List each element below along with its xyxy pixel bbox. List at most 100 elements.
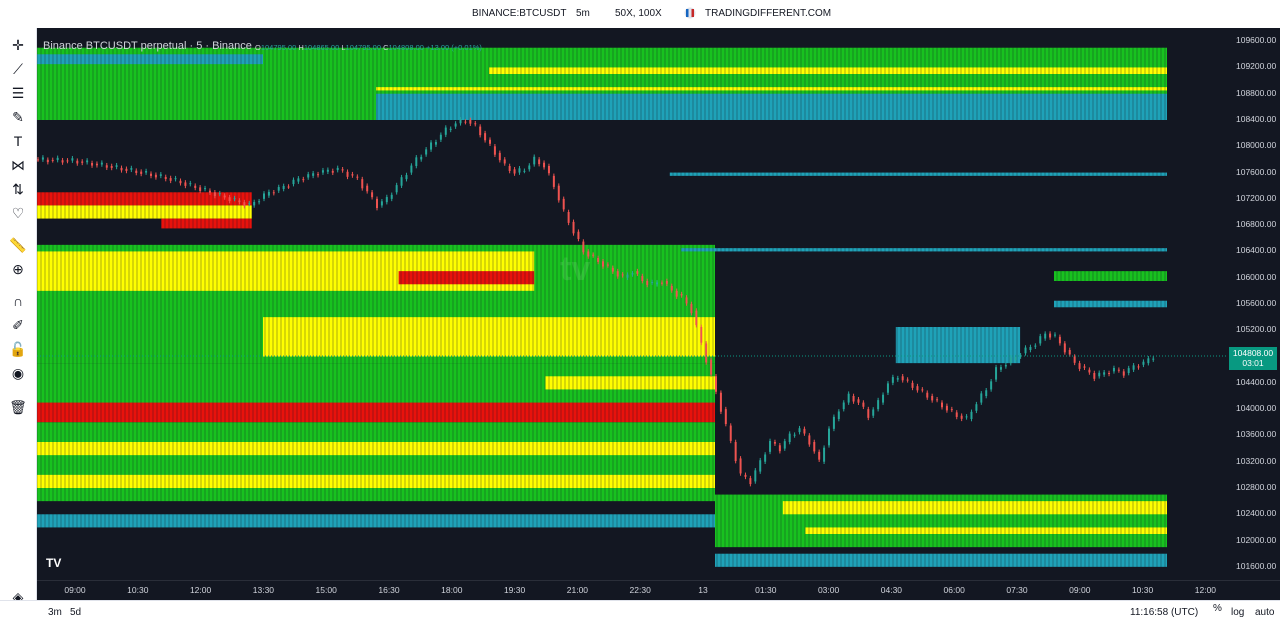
candle-body: [140, 171, 143, 174]
heatmap-column-grid: [37, 28, 1166, 580]
candle-body: [547, 166, 550, 174]
text-tool-icon[interactable]: T: [13, 133, 23, 149]
candle-body: [675, 290, 678, 297]
candle-body: [194, 185, 197, 188]
interval-label[interactable]: 5m: [576, 8, 590, 19]
candle-body: [71, 158, 74, 161]
crosshair-icon[interactable]: ✛: [12, 37, 24, 53]
candle-body: [602, 261, 604, 267]
tradingview-logo[interactable]: TV: [46, 556, 62, 570]
candle-body: [503, 159, 506, 164]
trend-line-icon[interactable]: ⟋: [13, 61, 23, 77]
brand-label[interactable]: TRADINGDIFFERENT.COM: [705, 8, 832, 19]
time-tick: 19:30: [503, 585, 526, 595]
candle-body: [263, 193, 265, 199]
layers-icon[interactable]: ◈: [12, 589, 24, 605]
candle-body: [380, 201, 383, 206]
magnet-icon[interactable]: ∩: [12, 293, 24, 309]
candle-body: [1014, 357, 1017, 360]
candle-body: [931, 396, 934, 401]
eye-icon[interactable]: ◉: [11, 365, 25, 381]
log-toggle[interactable]: log: [1231, 607, 1245, 618]
range-3m-button[interactable]: 3m: [48, 607, 62, 618]
candle-body: [572, 221, 575, 234]
candle-body: [690, 304, 693, 314]
candle-body: [469, 120, 472, 124]
candle-body: [484, 133, 487, 141]
heatmap-band: [681, 248, 1167, 252]
heatmap-band: [37, 514, 738, 528]
heatmap-band: [398, 271, 535, 285]
candle-body: [719, 392, 722, 412]
heatmap-band: [1054, 300, 1167, 308]
candle-body: [366, 185, 369, 192]
candle-body: [764, 454, 767, 462]
time-tick: 06:00: [943, 585, 965, 595]
candle-body: [538, 159, 541, 165]
candle-body: [999, 367, 1002, 370]
brush-icon[interactable]: ✎: [12, 109, 24, 125]
candle-body: [258, 201, 261, 203]
pattern-icon[interactable]: ⋈: [11, 157, 25, 173]
trash-icon[interactable]: 🗑: [9, 399, 27, 415]
candle-body: [626, 274, 629, 278]
zoom-in-icon[interactable]: ⊕: [12, 261, 24, 277]
ruler-icon[interactable]: 📏: [9, 237, 27, 253]
candle-body: [238, 200, 241, 203]
candle-body: [616, 271, 619, 277]
candle-body: [125, 168, 128, 171]
utc-clock[interactable]: 11:16:58 (UTC): [1130, 607, 1199, 618]
candle-body: [832, 416, 835, 429]
heatmap-chart[interactable]: [37, 28, 1228, 580]
candle-body: [390, 194, 393, 199]
horizontal-lines-icon[interactable]: ☰: [11, 85, 25, 101]
candle-body: [1147, 358, 1150, 364]
candle-body: [1034, 345, 1037, 347]
percent-toggle[interactable]: %: [1213, 603, 1222, 614]
auto-toggle[interactable]: auto: [1255, 607, 1275, 618]
candle-body: [356, 176, 359, 178]
price-axis[interactable]: 109600.00 109200.00 108800.00 108400.00 1080…: [1228, 28, 1280, 580]
price-tick: 101600.00: [1236, 560, 1277, 571]
candle-body: [459, 119, 462, 124]
range-5d-button[interactable]: 5d: [70, 607, 82, 618]
candle-body: [454, 123, 457, 127]
time-tick: 15:00: [315, 585, 337, 595]
prediction-icon[interactable]: ⇅: [12, 181, 24, 197]
candle-body: [508, 166, 511, 171]
candle-body: [818, 451, 821, 460]
candle-body: [1058, 336, 1061, 344]
candle-body: [715, 376, 717, 392]
candle-body: [400, 177, 403, 186]
time-tick: 01:30: [755, 585, 777, 595]
candle-body: [493, 146, 496, 155]
candle-body: [759, 460, 762, 472]
candle-body: [852, 396, 855, 402]
price-tick: 105600.00: [1236, 298, 1277, 308]
heart-icon[interactable]: ♡: [11, 205, 25, 221]
current-price-label: 104808.00 03:01: [1229, 347, 1277, 370]
candle-body: [606, 264, 609, 266]
candle-body: [651, 282, 654, 284]
candle-body: [813, 442, 816, 452]
candle-body: [376, 198, 378, 209]
heatmap-band: [376, 87, 1167, 91]
candle-body: [46, 159, 49, 163]
symbol-label[interactable]: BINANCE:BTCUSDT: [472, 8, 567, 19]
time-axis[interactable]: 09:00 10:30 12:00 13:30 15:00 16:30 18:00 19:30…: [37, 580, 1280, 601]
heatmap-band: [545, 376, 715, 390]
candle-body: [56, 157, 59, 161]
heatmap-band: [715, 553, 1167, 567]
candle-body: [828, 428, 830, 446]
candle-body: [921, 389, 924, 391]
lock-drawing-icon[interactable]: ✐: [12, 317, 24, 333]
candle-body: [464, 121, 467, 123]
candle-body: [773, 442, 776, 444]
candle-body: [798, 428, 801, 433]
candle-body: [1112, 367, 1115, 372]
candle-body: [410, 165, 413, 173]
lock-icon[interactable]: 🔓: [9, 341, 27, 357]
candle-body: [81, 161, 84, 163]
chart-area[interactable]: [37, 28, 1228, 580]
candle-body: [955, 412, 958, 417]
